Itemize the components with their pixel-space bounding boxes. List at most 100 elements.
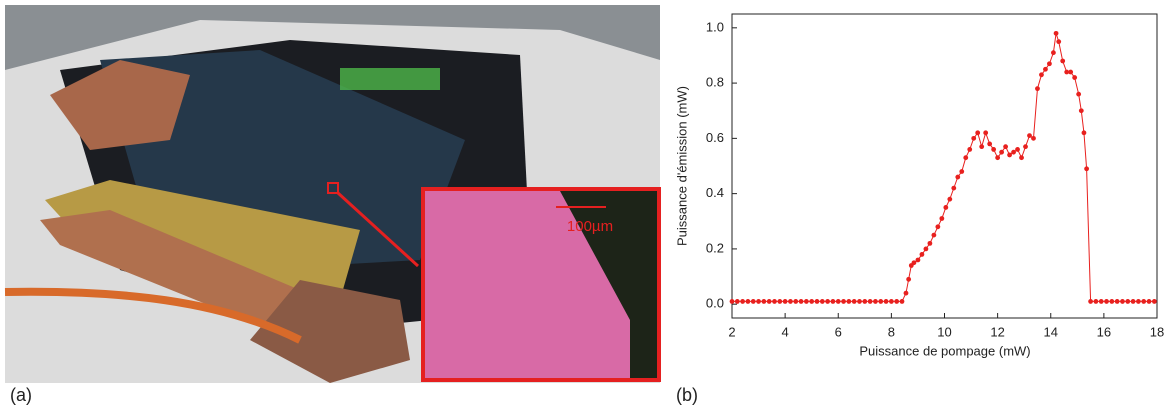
point — [1109, 299, 1115, 304]
point — [967, 147, 973, 152]
panel-label: (a) — [10, 385, 32, 405]
x-tick-label: 8 — [888, 324, 895, 339]
series-line — [732, 33, 1155, 302]
point — [923, 246, 929, 252]
x-tick-label: 16 — [1097, 324, 1111, 339]
point — [963, 155, 969, 161]
point — [943, 205, 949, 210]
point — [729, 299, 735, 304]
x-tick-label: 2 — [728, 324, 735, 339]
point — [1060, 58, 1066, 64]
point — [788, 299, 793, 304]
x-tick-label: 12 — [990, 324, 1004, 339]
point — [919, 252, 925, 257]
point — [1019, 155, 1024, 161]
point — [911, 260, 917, 266]
fiber — [4, 287, 302, 344]
point — [851, 299, 857, 304]
point — [798, 299, 804, 304]
point — [903, 290, 909, 296]
copper-tape — [50, 60, 190, 150]
point — [803, 299, 809, 304]
point — [878, 299, 884, 304]
point — [1141, 299, 1147, 304]
y-tick-label: 0.4 — [706, 185, 724, 200]
point — [1051, 50, 1056, 56]
y-tick-label: 1.0 — [706, 19, 724, 34]
point — [756, 299, 761, 304]
photo: 100µm — [4, 5, 661, 383]
point — [1088, 299, 1093, 304]
point — [955, 174, 961, 180]
point — [939, 216, 945, 221]
point — [766, 299, 772, 304]
panel-label: (b) — [676, 385, 698, 405]
point — [846, 299, 852, 304]
point — [1007, 152, 1012, 158]
point — [999, 149, 1005, 155]
x-tick-label: 4 — [782, 324, 789, 339]
x-tick-label: 10 — [937, 324, 951, 339]
point — [1047, 61, 1052, 67]
point — [841, 299, 846, 304]
point — [1015, 147, 1020, 152]
y-tick-label: 0.6 — [706, 130, 724, 145]
y-tick-label: 0.8 — [706, 75, 724, 90]
point — [1072, 75, 1078, 80]
plot-frame — [731, 13, 1158, 319]
point — [971, 135, 977, 141]
point — [888, 299, 894, 304]
y-axis-label: Puissance d'émission (mW) — [674, 86, 689, 246]
point — [819, 299, 825, 304]
point — [883, 299, 889, 304]
point — [1125, 299, 1131, 304]
point — [979, 144, 985, 150]
point — [1130, 299, 1136, 304]
inset-dark — [560, 191, 657, 378]
point — [1035, 86, 1040, 92]
point — [931, 232, 937, 238]
point — [915, 257, 921, 263]
point — [959, 169, 965, 174]
point — [1114, 299, 1120, 304]
copper-tape — [250, 280, 410, 383]
point — [991, 147, 997, 152]
zoom-marker — [327, 182, 339, 194]
point — [1104, 299, 1109, 304]
point — [1068, 69, 1074, 75]
point — [1064, 69, 1070, 75]
point — [825, 299, 831, 304]
point — [1039, 72, 1044, 78]
point — [745, 299, 751, 304]
point — [947, 196, 953, 202]
y-tick-label: 0.0 — [706, 296, 724, 311]
point — [1031, 135, 1036, 141]
point — [750, 299, 756, 304]
point — [1076, 91, 1082, 97]
point — [1011, 149, 1016, 155]
point — [830, 299, 836, 304]
point — [814, 299, 820, 304]
point — [951, 185, 957, 191]
point — [1098, 299, 1104, 304]
zoom-arrow — [336, 191, 420, 268]
point — [772, 299, 777, 304]
point — [983, 130, 989, 136]
copper-tape — [40, 210, 300, 330]
point — [995, 155, 1001, 161]
point — [873, 299, 878, 304]
point — [894, 299, 900, 304]
gold-tape — [45, 180, 360, 300]
point — [899, 299, 905, 304]
point — [1084, 166, 1090, 172]
point — [1053, 30, 1059, 36]
point — [927, 240, 933, 246]
point — [1093, 299, 1099, 304]
point — [1027, 133, 1032, 139]
point — [835, 299, 841, 304]
point — [906, 276, 912, 282]
point — [782, 299, 788, 304]
y-tick-label: 0.2 — [706, 240, 724, 255]
point — [935, 224, 941, 230]
